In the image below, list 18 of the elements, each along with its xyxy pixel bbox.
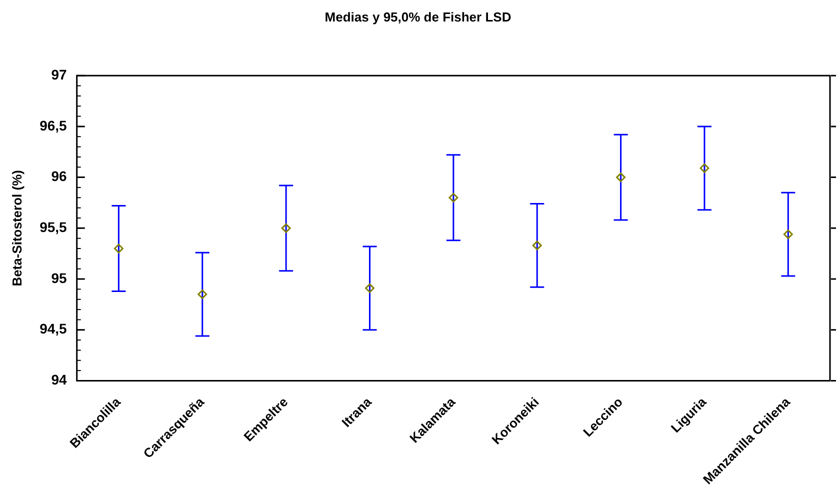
point bbox=[114, 244, 124, 254]
point bbox=[783, 230, 793, 240]
point bbox=[364, 283, 374, 293]
y-tick-label: 96,5 bbox=[40, 117, 68, 134]
point bbox=[700, 163, 710, 173]
point bbox=[448, 192, 458, 202]
y-tick-label: 94,5 bbox=[40, 320, 68, 337]
y-tick-label: 97 bbox=[51, 66, 68, 82]
y-tick-label: 94 bbox=[51, 372, 68, 388]
y-tick-label: 96 bbox=[51, 168, 68, 184]
y-axis-title: Beta-Sitosterol (%) bbox=[9, 170, 24, 286]
point bbox=[616, 172, 626, 182]
y-tick-label: 95,5 bbox=[40, 219, 68, 236]
chart-title: Medias y 95,0% de Fisher LSD bbox=[324, 9, 512, 24]
y-tick-label: 95 bbox=[51, 270, 68, 286]
point bbox=[281, 223, 291, 233]
point bbox=[198, 290, 208, 300]
point bbox=[532, 240, 542, 250]
